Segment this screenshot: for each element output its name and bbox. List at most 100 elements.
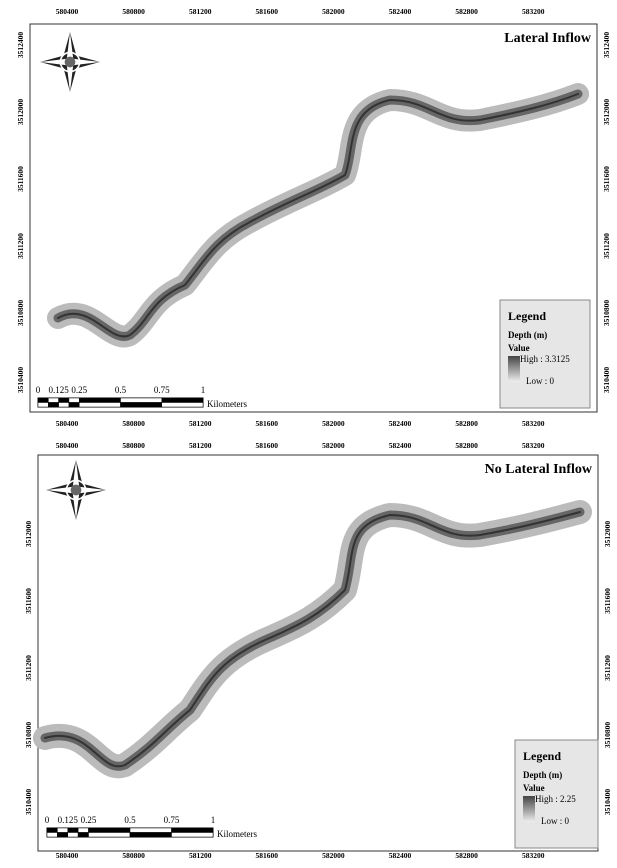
x-tick-label: 580800 [122, 441, 145, 450]
x-tick-label: 582000 [322, 441, 345, 450]
x-tick-label: 582400 [389, 7, 412, 16]
scale-label: 0.75 [164, 815, 180, 825]
y-tick-label: 3510800 [24, 722, 33, 749]
scale-segment [59, 398, 69, 403]
panel-title: No Lateral Inflow [485, 462, 593, 477]
y-tick-label: 3511600 [602, 166, 611, 192]
legend-ramp [523, 796, 535, 822]
x-tick-label: 582400 [389, 419, 412, 428]
scale-segment [48, 403, 58, 408]
scale-label: 0 [36, 385, 41, 395]
x-tick-label: 580800 [122, 851, 145, 860]
x-tick-label: 582400 [389, 851, 412, 860]
legend-value: Value [523, 783, 545, 793]
scale-label: 0.75 [154, 385, 170, 395]
scale-segment [47, 828, 57, 833]
scale-segment [130, 833, 172, 838]
scale-segment [69, 403, 79, 408]
x-tick-label: 582800 [455, 851, 478, 860]
x-tick-label: 580400 [56, 419, 79, 428]
x-tick-label: 581600 [256, 441, 279, 450]
x-tick-label: 582000 [322, 419, 345, 428]
y-tick-label: 3511200 [16, 233, 25, 259]
scale-segment [78, 828, 88, 833]
x-tick-label: 582400 [389, 441, 412, 450]
x-tick-label: 581600 [256, 7, 279, 16]
scale-segment [79, 398, 120, 403]
scale-segment [89, 828, 131, 833]
legend-field: Depth (m) [523, 770, 562, 780]
legend-low: Low : 0 [541, 816, 569, 826]
legend-ramp [508, 356, 520, 382]
x-tick-label: 581200 [189, 419, 212, 428]
y-tick-label: 3512400 [602, 32, 611, 59]
x-tick-label: 581600 [256, 419, 279, 428]
x-tick-label: 580400 [56, 851, 79, 860]
x-tick-label: 583200 [522, 441, 545, 450]
scale-segment [162, 403, 203, 408]
x-tick-label: 580800 [122, 7, 145, 16]
legend-title: Legend [523, 749, 561, 763]
legend-high: High : 2.25 [535, 794, 576, 804]
x-tick-label: 581600 [256, 851, 279, 860]
legend-high: High : 3.3125 [520, 354, 570, 364]
scale-label: 1 [201, 385, 206, 395]
panel-frame [38, 455, 598, 851]
x-tick-label: 582800 [455, 441, 478, 450]
scale-segment [69, 398, 79, 403]
y-tick-label: 3511200 [603, 655, 612, 681]
scale-label: 0.25 [71, 385, 87, 395]
y-tick-label: 3512000 [602, 99, 611, 126]
y-tick-label: 3512000 [603, 521, 612, 548]
scale-label: 0.25 [81, 815, 97, 825]
map-figure: Lateral Inflow 580400 580800 581200 581600 58… [0, 0, 617, 863]
y-tick-label: 3510800 [16, 300, 25, 327]
scale-label: 0.5 [115, 385, 127, 395]
scale-segment [57, 828, 67, 833]
x-tick-label: 580400 [56, 441, 79, 450]
scale-segment [38, 403, 48, 408]
scale-unit: Kilometers [217, 829, 257, 839]
x-tick-label: 580400 [56, 7, 79, 16]
x-tick-label: 583200 [522, 851, 545, 860]
scale-label: 0.125 [49, 385, 70, 395]
scale-segment [38, 398, 48, 403]
scale-segment [79, 403, 120, 408]
scale-segment [121, 403, 162, 408]
x-tick-label: 581200 [189, 851, 212, 860]
y-tick-label: 3511600 [16, 166, 25, 192]
legend-title: Legend [508, 309, 546, 323]
y-tick-label: 3511200 [24, 655, 33, 681]
scale-segment [68, 833, 78, 838]
x-tick-label: 582800 [455, 419, 478, 428]
y-tick-label: 3510800 [603, 722, 612, 749]
y-tick-label: 3512000 [16, 99, 25, 126]
y-tick-label: 3510400 [602, 367, 611, 394]
legend-low: Low : 0 [526, 376, 554, 386]
y-tick-label: 3510400 [16, 367, 25, 394]
scale-segment [78, 833, 88, 838]
scale-segment [172, 833, 214, 838]
scale-segment [47, 833, 57, 838]
scale-segment [121, 398, 162, 403]
scale-label: 0.5 [124, 815, 136, 825]
y-tick-label: 3512400 [16, 32, 25, 59]
panel-title: Lateral Inflow [504, 31, 592, 46]
y-tick-label: 3512000 [24, 521, 33, 548]
x-tick-label: 582800 [455, 7, 478, 16]
y-tick-label: 3511200 [602, 233, 611, 259]
y-tick-label: 3511600 [24, 588, 33, 614]
scale-segment [68, 828, 78, 833]
y-tick-label: 3511600 [603, 588, 612, 614]
y-tick-label: 3510400 [24, 789, 33, 816]
y-tick-label: 3510800 [602, 300, 611, 327]
scale-segment [162, 398, 203, 403]
x-tick-label: 580800 [122, 419, 145, 428]
scale-segment [89, 833, 131, 838]
legend-field: Depth (m) [508, 330, 547, 340]
x-tick-label: 581200 [189, 441, 212, 450]
x-tick-label: 581200 [189, 7, 212, 16]
scale-segment [48, 398, 58, 403]
x-tick-label: 582000 [322, 851, 345, 860]
scale-label: 1 [211, 815, 216, 825]
